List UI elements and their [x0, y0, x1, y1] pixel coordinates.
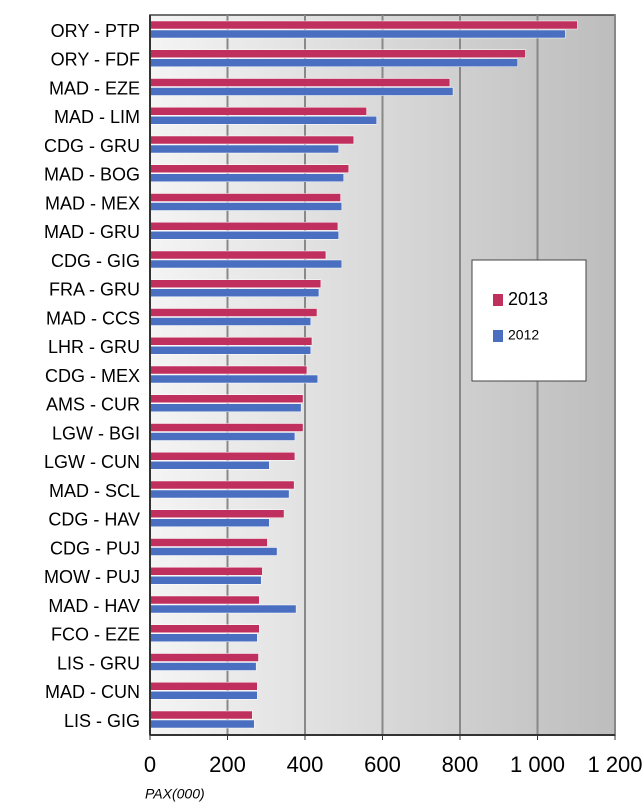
bar — [149, 489, 290, 499]
y-tick-label: CDG - HAV — [48, 510, 140, 530]
bar — [149, 595, 260, 605]
bar — [149, 193, 341, 202]
y-tick-label: MOW - PUJ — [44, 567, 140, 587]
y-tick-label: CDG - PUJ — [50, 538, 140, 558]
x-tick-label: 1 200 — [587, 752, 642, 777]
bar — [149, 480, 295, 490]
bar — [149, 633, 258, 642]
bar — [149, 250, 327, 260]
x-tick-label: 1 000 — [510, 752, 565, 777]
bar — [149, 662, 257, 671]
bar — [149, 710, 253, 720]
bar — [149, 538, 268, 547]
x-tick-label: 200 — [209, 752, 246, 777]
bar — [149, 452, 296, 461]
bar — [149, 231, 339, 240]
bar — [149, 518, 270, 527]
y-tick-label: MAD - SCL — [49, 481, 140, 501]
y-tick-label: FCO - EZE — [51, 625, 140, 645]
bar — [149, 144, 339, 154]
bar — [149, 337, 313, 346]
x-tick-label: 400 — [287, 752, 324, 777]
bar — [149, 202, 343, 211]
bar — [149, 394, 304, 403]
legend-swatch — [493, 330, 503, 342]
bar — [149, 29, 566, 39]
y-tick-label: MAD - LIM — [54, 107, 140, 127]
y-tick-label: MAD - MEX — [45, 193, 140, 213]
bar — [149, 58, 518, 67]
bar — [149, 288, 320, 297]
bar — [149, 576, 262, 585]
bar — [149, 308, 318, 317]
legend-label: 2012 — [508, 327, 539, 343]
bar — [149, 317, 312, 326]
bar — [149, 624, 260, 633]
y-tick-label: FRA - GRU — [49, 280, 140, 300]
bar — [149, 49, 526, 58]
bar — [149, 173, 344, 182]
bar — [149, 164, 350, 173]
bar — [149, 719, 255, 729]
bar — [149, 432, 296, 441]
bar — [149, 222, 339, 231]
y-tick-label: MAD - BOG — [44, 165, 140, 185]
bar — [149, 259, 343, 269]
x-axis-label: PAX(000) — [145, 786, 205, 802]
bar — [149, 604, 297, 614]
y-tick-label: LGW - CUN — [44, 452, 140, 472]
bar — [149, 20, 578, 30]
y-tick-label: LGW - BGI — [52, 423, 140, 443]
legend-swatch — [493, 294, 503, 306]
bar — [149, 116, 377, 125]
x-tick-label: 0 — [144, 752, 156, 777]
y-tick-label: LIS - GRU — [57, 653, 140, 673]
y-tick-label: MAD - GRU — [44, 222, 140, 242]
bar — [149, 461, 270, 470]
bar — [149, 682, 258, 691]
bar — [149, 509, 285, 518]
bar — [149, 87, 454, 96]
y-tick-label: CDG - GIG — [51, 251, 140, 271]
y-tick-label: ORY - PTP — [51, 21, 140, 41]
bar — [149, 279, 322, 288]
x-tick-label: 600 — [364, 752, 401, 777]
y-tick-label: CDG - MEX — [45, 366, 140, 386]
bar — [149, 691, 258, 700]
y-tick-label: MAD - CUN — [45, 682, 140, 702]
bar — [149, 653, 259, 662]
y-tick-label: MAD - CCS — [46, 308, 140, 328]
bar — [149, 346, 312, 355]
bar — [149, 567, 263, 576]
bar — [149, 547, 278, 556]
bar — [149, 107, 367, 116]
y-tick-label: ORY - FDF — [51, 50, 140, 70]
y-tick-label: AMS - CUR — [46, 395, 140, 415]
bar — [149, 135, 355, 145]
y-tick-label: LIS - GIG — [64, 711, 140, 731]
legend — [471, 259, 587, 382]
y-tick-label: MAD - HAV — [48, 596, 140, 616]
y-tick-label: LHR - GRU — [48, 337, 140, 357]
bar — [149, 403, 302, 412]
y-tick-label: MAD - EZE — [49, 78, 140, 98]
legend-label: 2013 — [508, 289, 548, 309]
bar — [149, 78, 451, 87]
bar — [149, 423, 304, 432]
x-tick-label: 800 — [442, 752, 479, 777]
bar — [149, 365, 308, 375]
bar — [149, 374, 319, 384]
y-tick-label: CDG - GRU — [44, 136, 140, 156]
